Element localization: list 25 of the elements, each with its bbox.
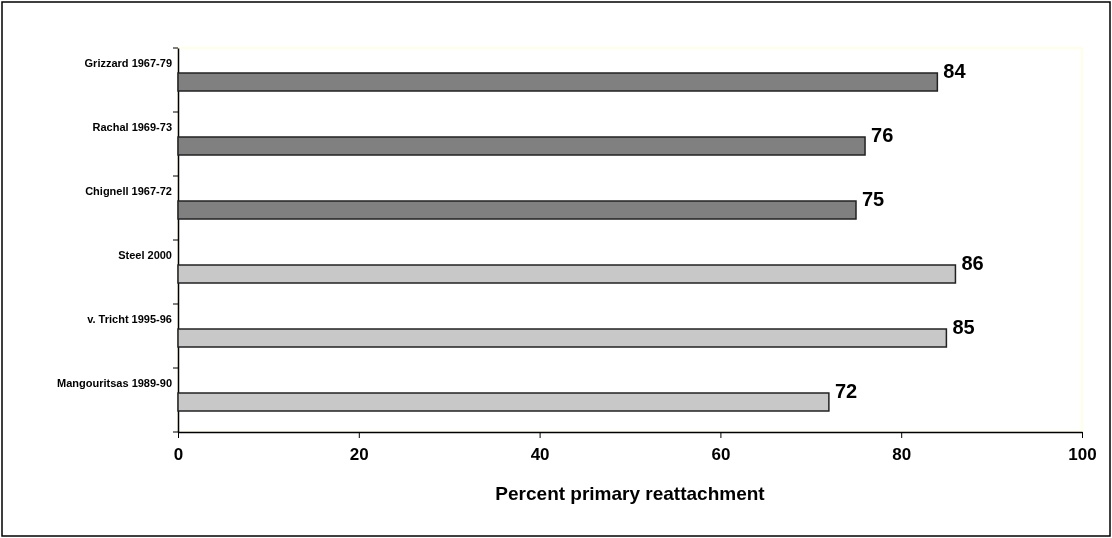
x-tick-label: 100 xyxy=(1068,444,1097,464)
bar xyxy=(177,136,866,156)
y-tick-label: Grizzard 1967-79 xyxy=(84,57,172,70)
bar xyxy=(177,264,957,284)
bar xyxy=(177,72,939,92)
data-label: 86 xyxy=(961,252,984,274)
x-tick-label: 60 xyxy=(711,444,731,464)
bar xyxy=(177,200,857,220)
x-tick-label: 40 xyxy=(530,444,550,464)
data-label: 85 xyxy=(952,316,975,338)
y-tick-label: Mangouritsas 1989-90 xyxy=(57,377,172,390)
y-tick-label: Steel 2000 xyxy=(118,249,172,262)
y-tick-label: Rachal 1969-73 xyxy=(92,121,172,134)
data-label: 72 xyxy=(834,380,858,402)
bar xyxy=(177,392,830,412)
bar xyxy=(177,328,948,348)
x-tick-label: 0 xyxy=(173,444,184,464)
data-label: 75 xyxy=(862,188,885,210)
x-axis-title: Percent primary reattachment xyxy=(495,483,766,504)
y-tick-label: v. Tricht 1995-96 xyxy=(87,313,172,326)
x-tick-label: 80 xyxy=(892,444,912,464)
data-label: 76 xyxy=(871,124,894,146)
y-tick-label: Chignell 1967-72 xyxy=(85,185,172,198)
x-tick-label: 20 xyxy=(349,444,369,464)
data-label: 84 xyxy=(943,60,967,82)
